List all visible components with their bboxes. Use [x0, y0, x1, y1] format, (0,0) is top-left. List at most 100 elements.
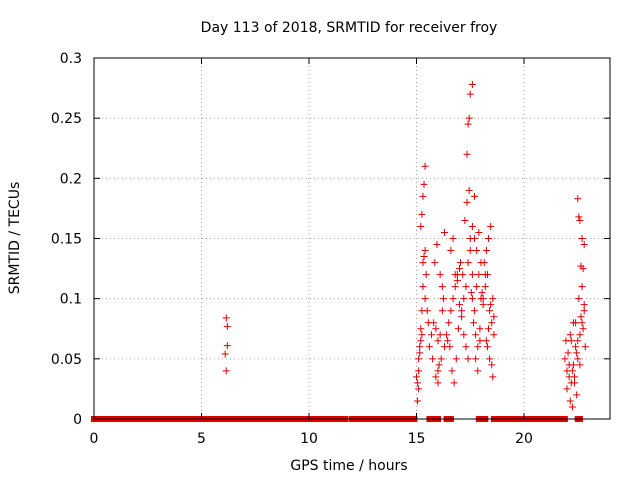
data-point: [445, 319, 453, 327]
data-point: [460, 295, 468, 303]
data-point: [422, 271, 430, 279]
data-point: [564, 349, 572, 357]
data-point: [448, 367, 456, 375]
data-point: [419, 192, 427, 200]
data-point: [565, 361, 573, 369]
data-point: [416, 349, 424, 357]
data-point: [417, 337, 425, 345]
data-point: [466, 90, 474, 98]
data-point: [486, 307, 494, 315]
data-point: [436, 331, 444, 339]
x-tick-label: 5: [197, 431, 206, 447]
data-point: [488, 361, 496, 369]
data-point: [418, 210, 426, 218]
data-point: [222, 367, 230, 375]
data-point: [579, 265, 587, 273]
x-tick-label: 10: [300, 431, 318, 447]
data-point: [468, 222, 476, 230]
data-point: [483, 343, 491, 351]
data-point: [443, 331, 451, 339]
data-point: [462, 283, 470, 291]
data-point: [430, 319, 438, 327]
data-point: [223, 342, 231, 350]
data-point: [423, 307, 431, 315]
data-point: [444, 337, 452, 345]
data-point: [578, 283, 586, 291]
plot-frame: [93, 57, 611, 420]
data-point: [472, 331, 480, 339]
y-tick-label: 0.05: [51, 352, 82, 368]
data-point: [573, 349, 581, 357]
data-point: [454, 325, 462, 333]
y-tick-label: 0.15: [51, 232, 82, 248]
data-point: [473, 283, 481, 291]
data-point: [577, 313, 585, 321]
data-point: [468, 295, 476, 303]
data-point: [474, 343, 482, 351]
data-point: [446, 343, 454, 351]
data-point: [481, 271, 489, 279]
data-point: [453, 277, 461, 285]
data-point: [482, 337, 490, 345]
x-tick-label: 0: [90, 431, 99, 447]
data-point: [452, 355, 460, 363]
data-point: [563, 385, 571, 393]
data-point: [465, 186, 473, 194]
data-point: [419, 259, 427, 267]
data-point: [468, 271, 476, 279]
data-point: [475, 228, 483, 236]
data-point: [462, 343, 470, 351]
data-point: [417, 222, 425, 230]
data-point: [472, 355, 480, 363]
data-point: [488, 319, 496, 327]
x-axis: 0 5 10 15 20: [90, 58, 533, 447]
data-point: [576, 216, 584, 224]
data-point: [432, 373, 440, 381]
data-point: [474, 367, 482, 375]
data-point: [467, 289, 475, 297]
data-point: [415, 367, 423, 375]
data-point: [464, 259, 472, 267]
data-point: [464, 355, 472, 363]
x-tick-label: 15: [408, 431, 426, 447]
data-point: [490, 331, 498, 339]
data-point: [435, 361, 443, 369]
data-point: [438, 307, 446, 315]
x-tick-label: 20: [515, 431, 533, 447]
data-point: [471, 307, 479, 315]
data-point: [451, 271, 459, 279]
data-point: [580, 301, 588, 309]
data-point: [466, 247, 474, 255]
data-point: [485, 235, 493, 242]
data-point: [489, 295, 497, 303]
data-point: [473, 247, 481, 255]
data-point: [447, 247, 455, 255]
data-point: [479, 301, 487, 309]
data-point: [447, 307, 455, 315]
data-point: [468, 80, 476, 88]
data-point: [419, 283, 427, 291]
data-point: [449, 235, 457, 242]
data-point: [434, 367, 442, 375]
data-point: [460, 331, 468, 339]
data-point: [421, 162, 429, 170]
y-tick-label: 0.3: [60, 51, 82, 67]
data-point: [566, 397, 574, 405]
data-point: [433, 241, 441, 249]
data-point: [416, 343, 424, 351]
data-point: [576, 361, 584, 369]
data-point: [421, 295, 429, 303]
data-point: [487, 301, 495, 309]
data-point: [574, 337, 582, 345]
data-point: [457, 259, 465, 267]
data-point: [489, 373, 497, 381]
data-point: [434, 379, 442, 387]
data-point: [450, 379, 458, 387]
data-point: [471, 235, 479, 242]
data-point: [476, 337, 484, 345]
data-point: [479, 295, 487, 303]
data-point: [579, 325, 587, 333]
data-point: [223, 322, 231, 330]
data-point: [432, 325, 440, 333]
